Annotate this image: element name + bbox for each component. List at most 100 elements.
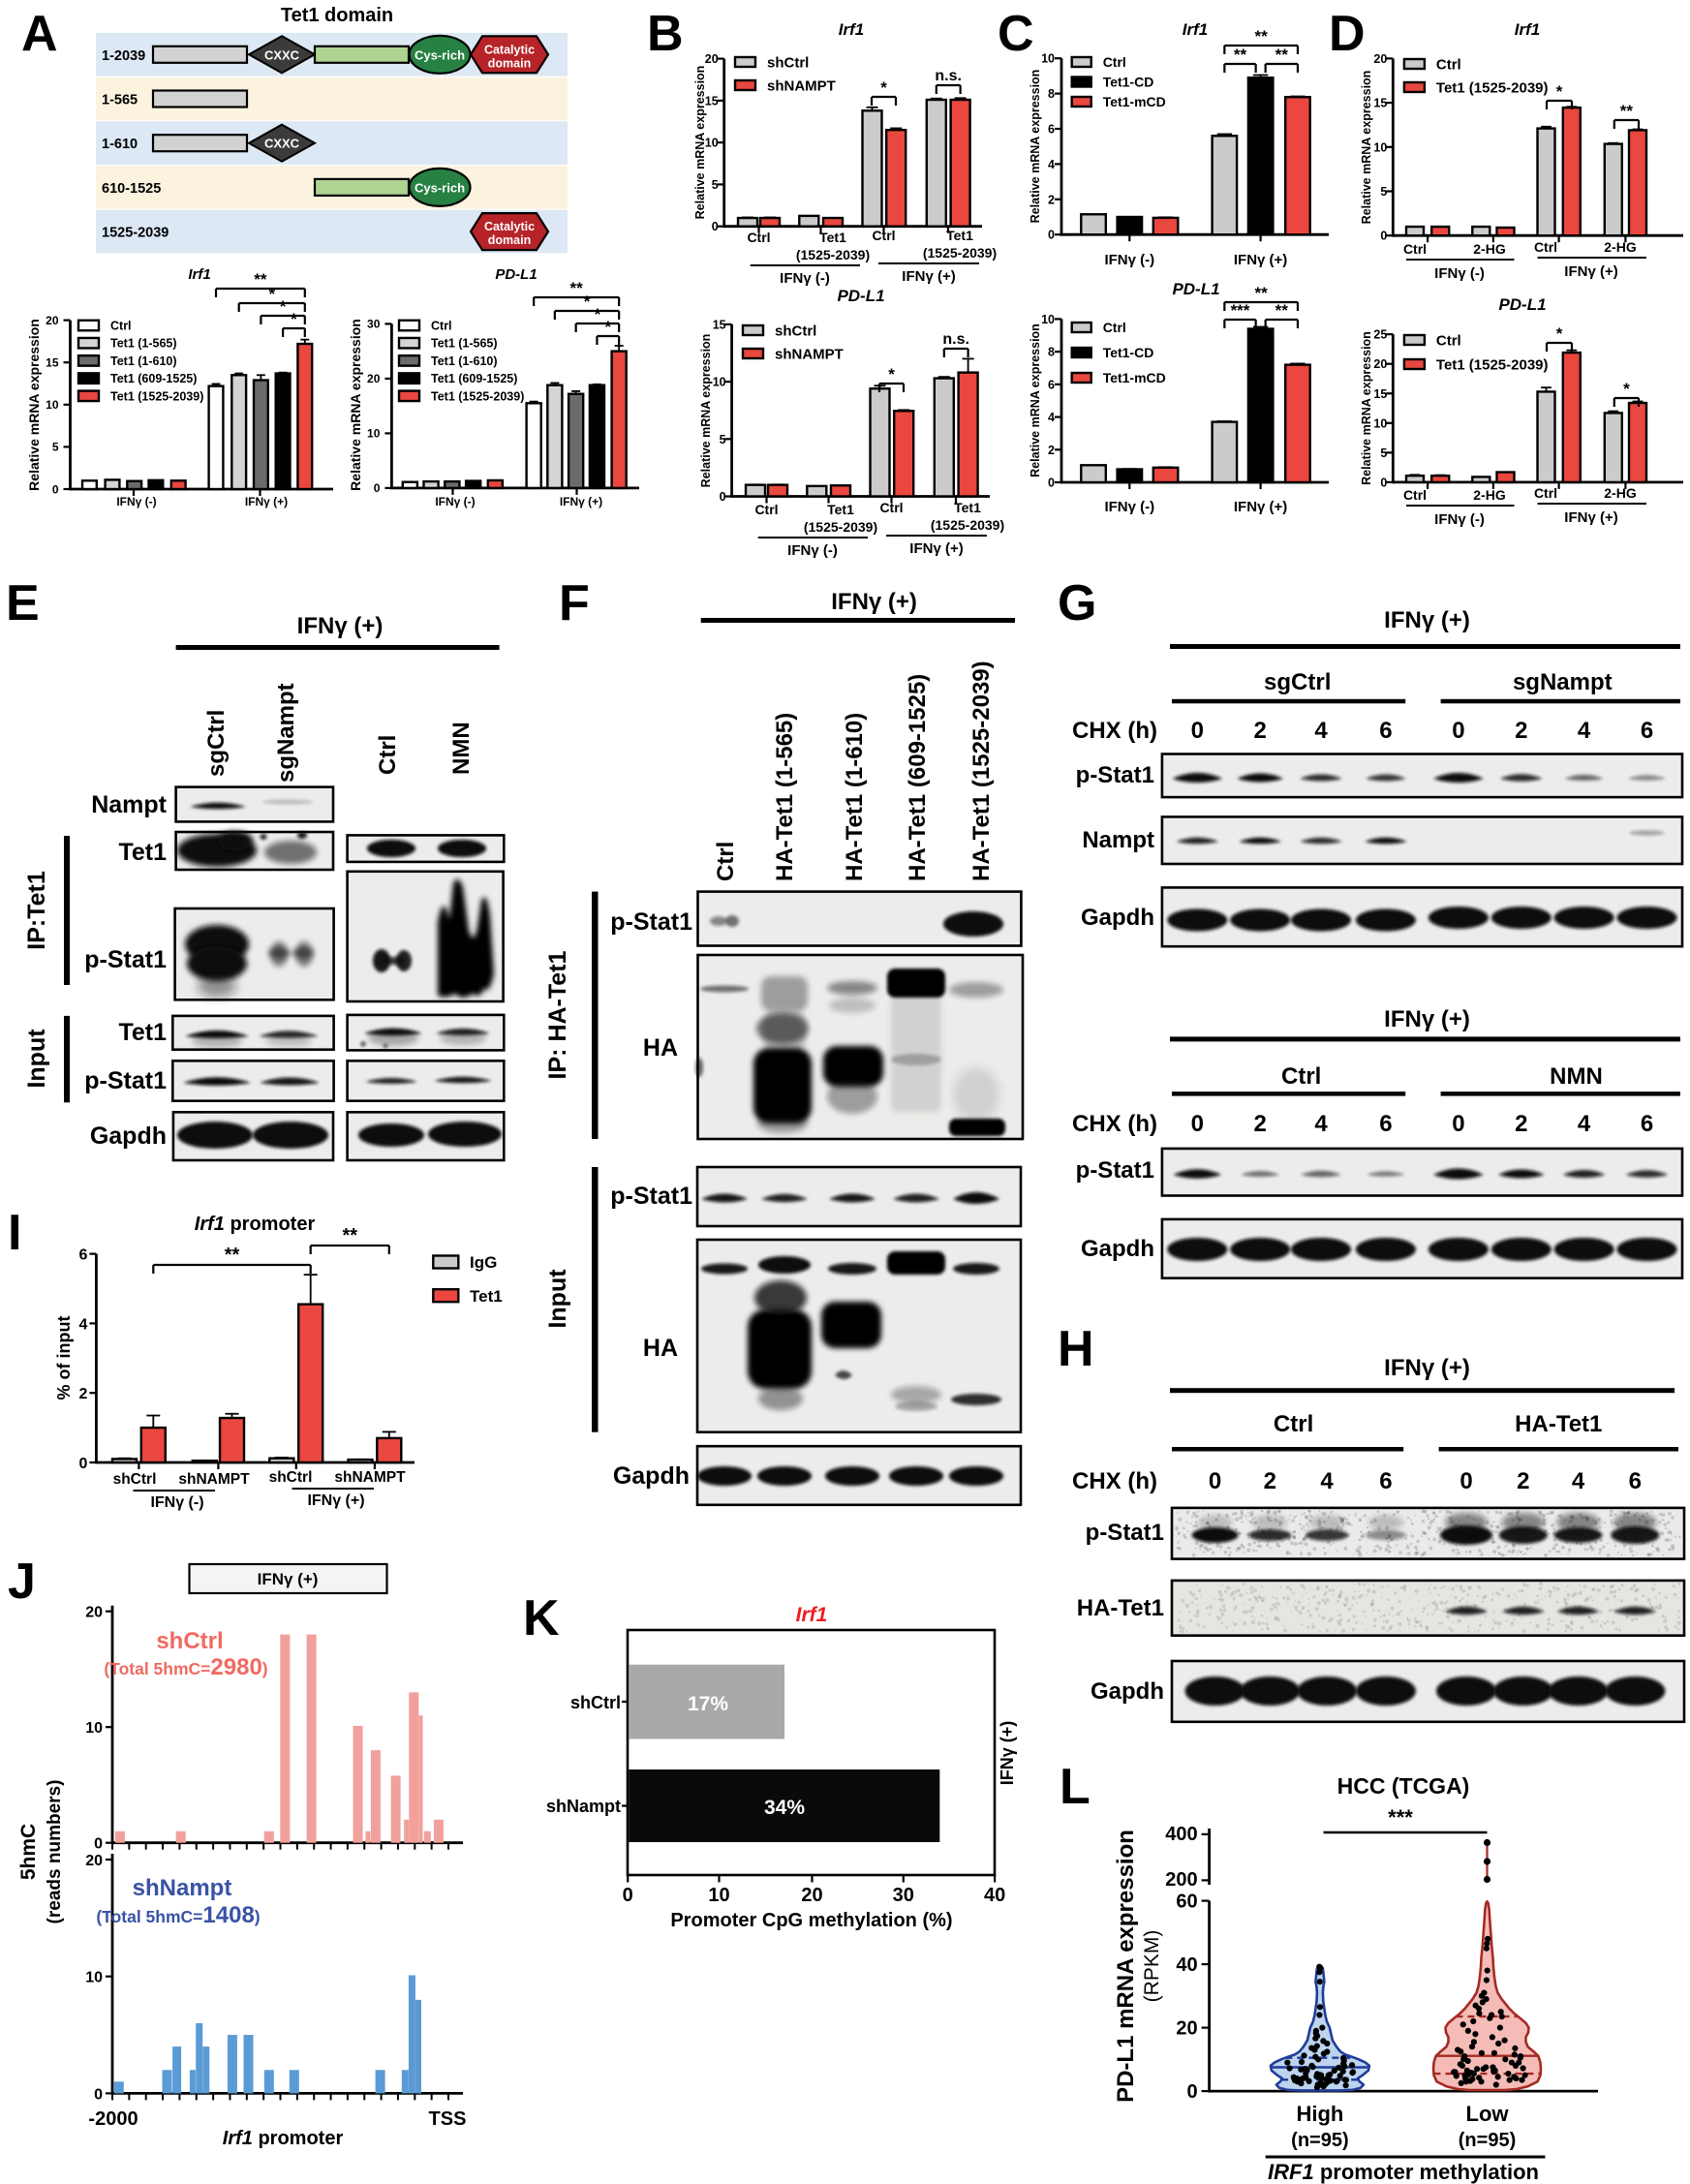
svg-text:p-Stat1: p-Stat1: [610, 908, 692, 936]
svg-text:0: 0: [1191, 718, 1204, 744]
svg-text:Ctrl: Ctrl: [1403, 241, 1427, 257]
svg-text:20: 20: [1373, 52, 1387, 66]
svg-text:IFNγ (+): IFNγ (+): [1384, 1355, 1470, 1381]
svg-text:(Total 5hmC=1408): (Total 5hmC=1408): [96, 1902, 260, 1928]
svg-text:IFNγ (+): IFNγ (+): [1384, 607, 1470, 633]
svg-text:Tet1 (1525-2039): Tet1 (1525-2039): [110, 389, 203, 403]
svg-text:20: 20: [85, 1605, 103, 1621]
svg-text:**: **: [342, 1225, 357, 1246]
svg-text:Ctrl: Ctrl: [375, 735, 401, 775]
svg-text:PD-L1: PD-L1: [1498, 295, 1546, 314]
svg-text:***: ***: [1388, 1805, 1413, 1830]
svg-text:n.s.: n.s.: [935, 68, 962, 84]
svg-text:Tet1: Tet1: [819, 230, 846, 245]
svg-text:6: 6: [1629, 1468, 1642, 1494]
svg-text:2: 2: [1254, 718, 1267, 744]
svg-text:Gapdh: Gapdh: [1081, 905, 1154, 931]
svg-text:6: 6: [1379, 1468, 1392, 1494]
svg-text:Catalytic: Catalytic: [484, 220, 535, 233]
svg-text:0: 0: [1048, 477, 1055, 490]
svg-text:H: H: [1058, 1321, 1094, 1377]
svg-text:shNampt: shNampt: [133, 1875, 232, 1901]
svg-text:5: 5: [1380, 446, 1387, 460]
svg-text:15: 15: [705, 94, 719, 108]
svg-text:15: 15: [46, 356, 59, 370]
svg-text:High: High: [1296, 2102, 1343, 2126]
svg-text:2-HG: 2-HG: [1473, 241, 1506, 257]
svg-text:Catalytic: Catalytic: [484, 43, 535, 56]
svg-text:**: **: [254, 270, 267, 289]
svg-text:20: 20: [1176, 2018, 1197, 2040]
svg-text:6: 6: [1379, 1111, 1392, 1137]
svg-text:Tet1: Tet1: [946, 228, 973, 243]
svg-text:1-610: 1-610: [102, 137, 138, 152]
svg-text:10: 10: [85, 1970, 103, 1986]
svg-text:**: **: [1620, 102, 1634, 120]
svg-text:10: 10: [46, 398, 59, 412]
svg-text:shCtrl: shCtrl: [156, 1628, 223, 1654]
svg-text:(Total 5hmC=2980): (Total 5hmC=2980): [104, 1654, 267, 1680]
svg-text:IgG: IgG: [470, 1253, 497, 1272]
svg-text:0: 0: [712, 220, 719, 233]
svg-text:CXXC: CXXC: [264, 47, 300, 62]
svg-text:p-Stat1: p-Stat1: [1076, 762, 1154, 788]
svg-text:2: 2: [1264, 1468, 1276, 1494]
svg-text:Tet1-mCD: Tet1-mCD: [1103, 370, 1166, 385]
svg-text:J: J: [8, 1553, 36, 1610]
svg-text:Ctrl: Ctrl: [1534, 485, 1557, 501]
svg-text:Cys-rich: Cys-rich: [415, 47, 465, 62]
svg-text:NMN: NMN: [1550, 1063, 1603, 1090]
svg-text:shNampt: shNampt: [546, 1797, 621, 1816]
svg-text:**: **: [1275, 46, 1289, 64]
svg-text:Tet1: Tet1: [954, 500, 981, 515]
svg-text:4: 4: [1572, 1468, 1585, 1494]
svg-text:shCtrl: shCtrl: [767, 54, 809, 71]
svg-text:(n=95): (n=95): [1291, 2130, 1348, 2151]
svg-text:30: 30: [893, 1885, 914, 1906]
svg-text:0: 0: [1186, 2081, 1197, 2103]
svg-text:6: 6: [1641, 718, 1653, 744]
svg-text:0: 0: [1048, 229, 1055, 242]
svg-text:Ctrl: Ctrl: [1436, 332, 1461, 349]
svg-text:610-1525: 610-1525: [102, 181, 161, 197]
svg-text:2: 2: [1048, 193, 1055, 206]
svg-text:PD-L1: PD-L1: [1172, 280, 1219, 298]
svg-text:IRF1 promoter methylation: IRF1 promoter methylation: [1268, 2160, 1539, 2184]
svg-text:Tet1: Tet1: [827, 502, 854, 517]
svg-text:p-Stat1: p-Stat1: [84, 1067, 167, 1094]
svg-text:20: 20: [705, 52, 719, 66]
svg-text:**: **: [225, 1245, 240, 1266]
svg-text:Nampt: Nampt: [1082, 827, 1154, 853]
svg-text:CHX (h): CHX (h): [1072, 1468, 1157, 1494]
svg-text:8: 8: [1048, 346, 1055, 359]
svg-text:200: 200: [1165, 1869, 1197, 1891]
svg-text:Relative mRNA expression: Relative mRNA expression: [26, 319, 42, 491]
svg-text:HA-Tet1 (1525-2039): HA-Tet1 (1525-2039): [968, 661, 995, 881]
svg-text:Ctrl: Ctrl: [1274, 1411, 1313, 1437]
svg-text:1525-2039: 1525-2039: [102, 226, 169, 241]
svg-text:Irf1: Irf1: [188, 266, 210, 283]
svg-text:Gapdh: Gapdh: [1081, 1236, 1154, 1262]
svg-text:domain: domain: [488, 56, 531, 70]
svg-text:IFNγ (-): IFNγ (-): [1434, 511, 1485, 528]
svg-text:10: 10: [705, 137, 719, 150]
svg-text:0: 0: [720, 490, 726, 504]
svg-text:Tet1 (1-610): Tet1 (1-610): [110, 354, 177, 368]
svg-text:sgCtrl: sgCtrl: [203, 710, 230, 777]
svg-text:Irf1: Irf1: [1515, 20, 1540, 39]
svg-text:Relative mRNA expression: Relative mRNA expression: [1360, 71, 1373, 225]
svg-text:40: 40: [1176, 1954, 1197, 1976]
svg-text:5: 5: [1380, 185, 1387, 199]
svg-text:IP: HA-Tet1: IP: HA-Tet1: [544, 950, 571, 1079]
svg-text:p-Stat1: p-Stat1: [84, 946, 167, 973]
svg-text:Tet1 (1-565): Tet1 (1-565): [110, 337, 177, 351]
svg-text:Ctrl: Ctrl: [431, 320, 452, 333]
svg-text:Gapdh: Gapdh: [1091, 1678, 1164, 1705]
svg-text:Ctrl: Ctrl: [879, 500, 903, 515]
svg-text:15: 15: [1373, 387, 1387, 401]
svg-text:10: 10: [367, 427, 381, 441]
svg-text:Tet1: Tet1: [118, 839, 167, 866]
svg-text:0: 0: [1452, 718, 1464, 744]
svg-text:6: 6: [1048, 378, 1055, 391]
svg-text:sgCtrl: sgCtrl: [1264, 669, 1331, 695]
